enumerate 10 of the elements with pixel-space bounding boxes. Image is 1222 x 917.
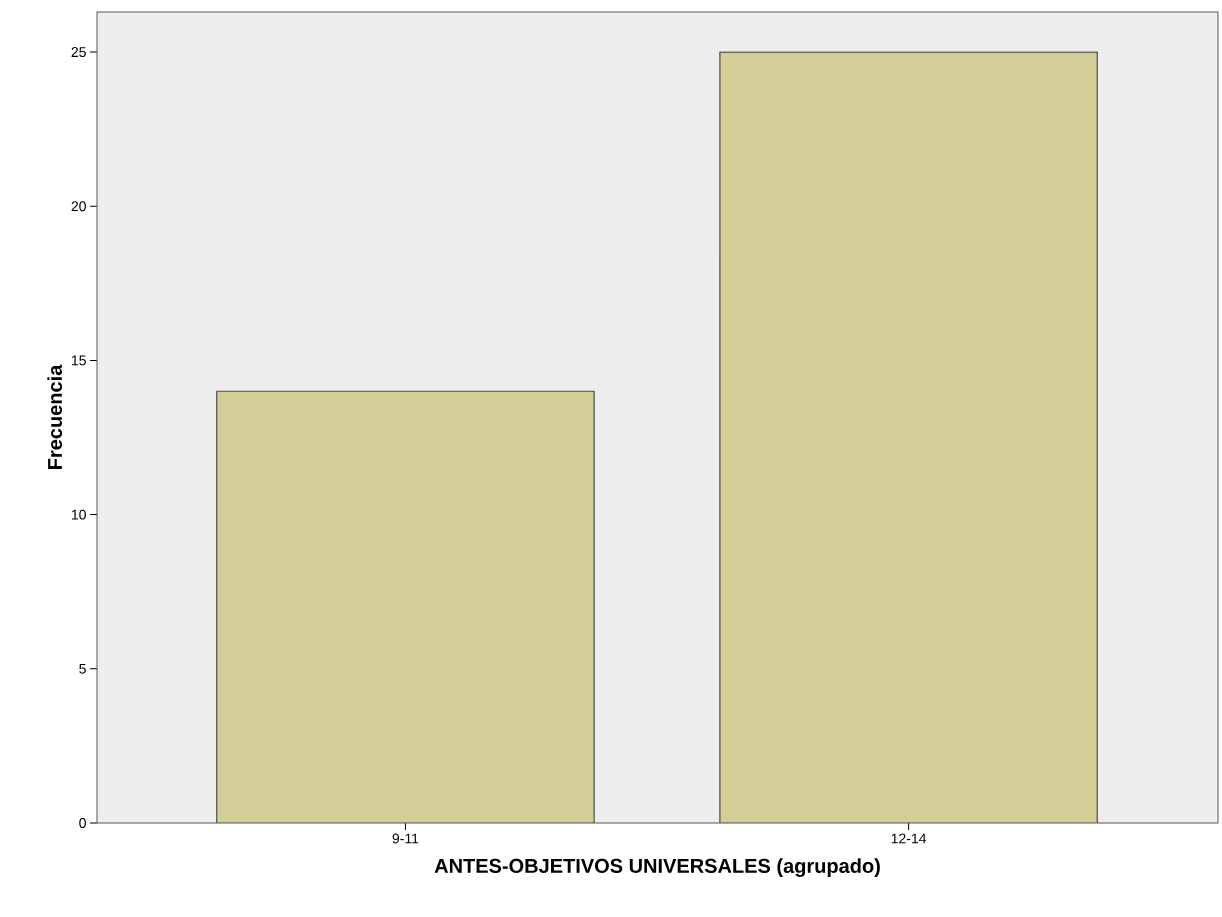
x-axis-title: ANTES-OBJETIVOS UNIVERSALES (agrupado) bbox=[434, 858, 880, 878]
y-tick-label: 20 bbox=[71, 201, 86, 212]
y-tick-label: 5 bbox=[79, 663, 86, 674]
y-tick-label: 0 bbox=[79, 818, 86, 828]
y-tick-label: 15 bbox=[71, 355, 86, 366]
y-axis-title: Frecuencia bbox=[47, 364, 63, 469]
x-tick-label: 12-14 bbox=[891, 833, 927, 844]
y-tick-label: 10 bbox=[71, 509, 86, 520]
x-tick-label: 9-11 bbox=[392, 833, 419, 844]
y-tick-label: 25 bbox=[71, 47, 86, 58]
